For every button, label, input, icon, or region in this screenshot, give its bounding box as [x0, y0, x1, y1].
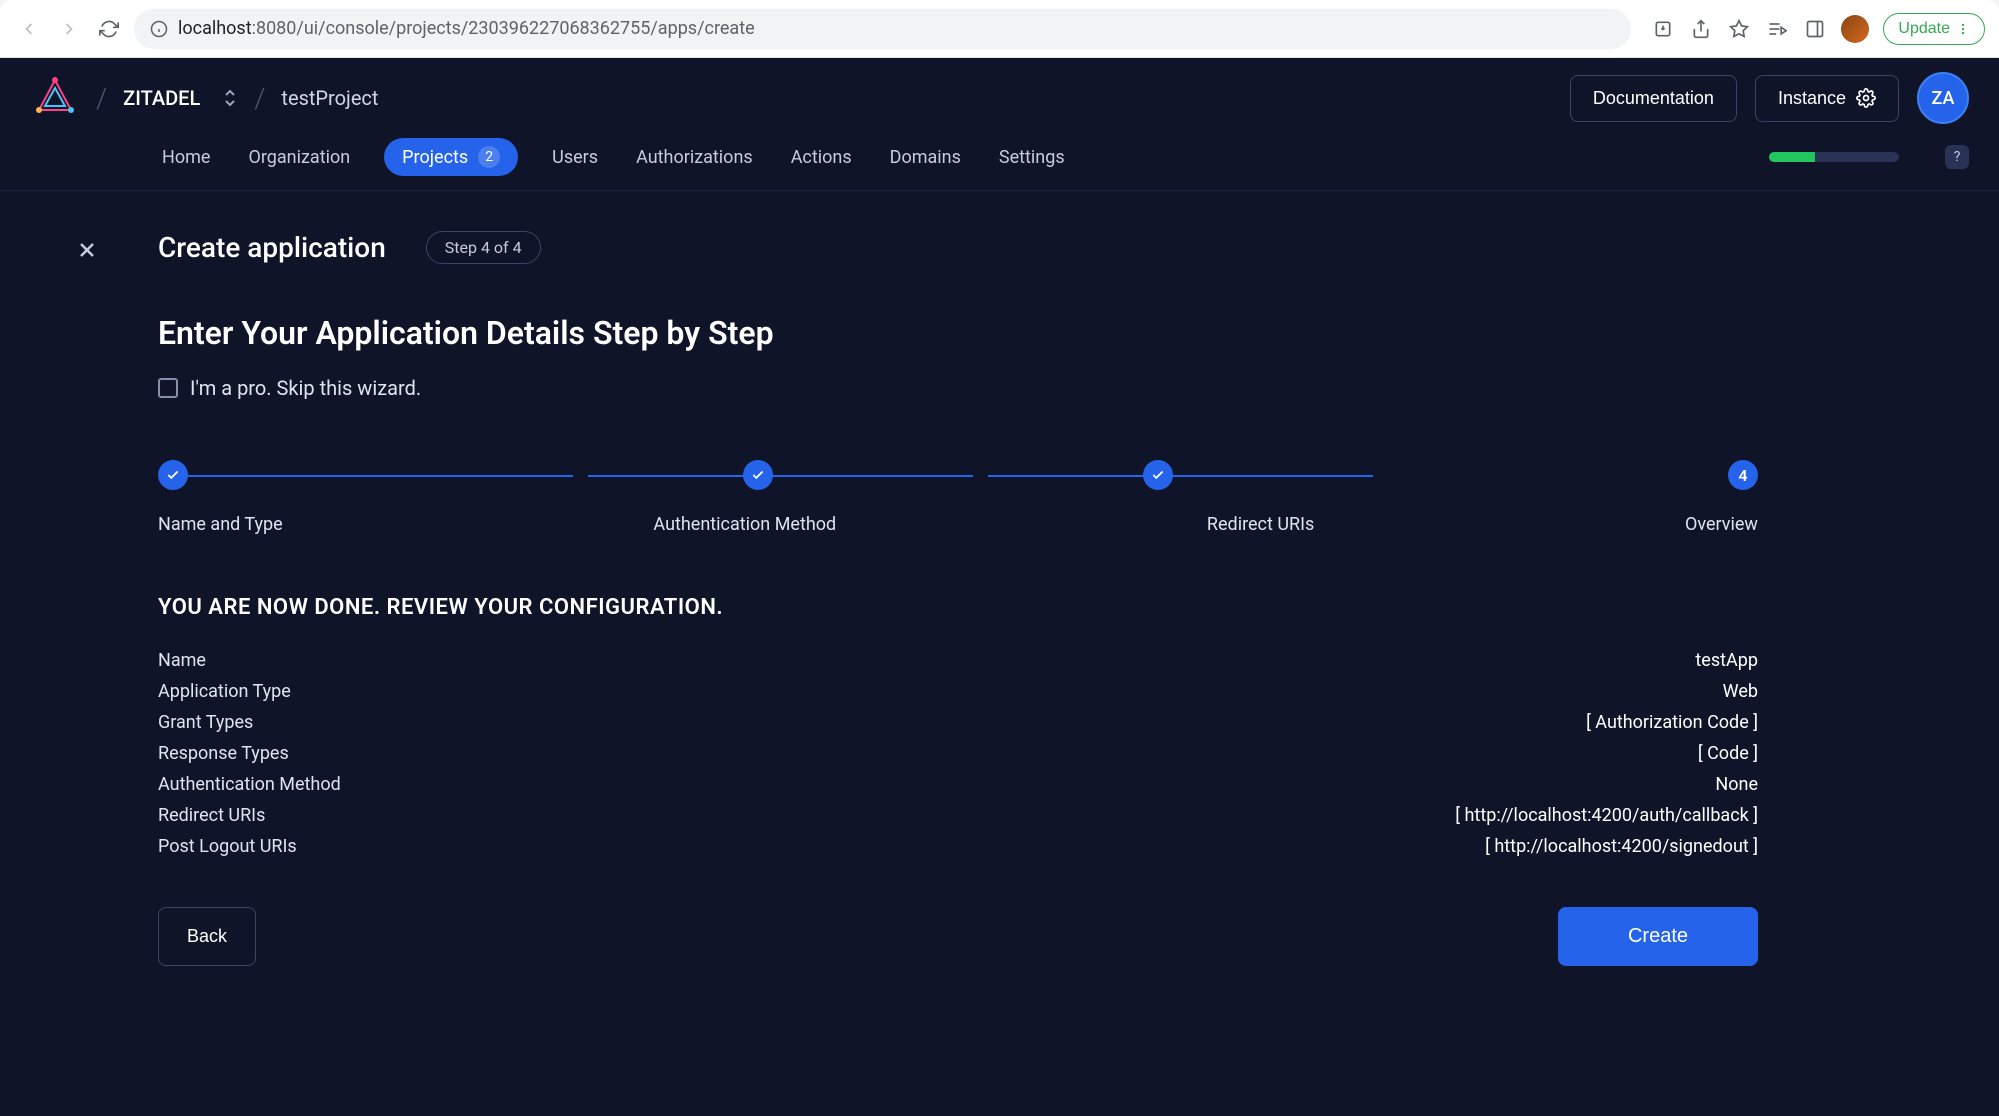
- review-title: YOU ARE NOW DONE. REVIEW YOUR CONFIGURAT…: [158, 595, 1758, 620]
- project-name[interactable]: testProject: [281, 86, 378, 110]
- nav-projects[interactable]: Projects 2: [384, 138, 518, 176]
- nav-users[interactable]: Users: [548, 139, 602, 176]
- instance-button[interactable]: Instance: [1755, 75, 1899, 122]
- info-icon: [150, 20, 168, 38]
- step-check-icon: [158, 460, 188, 490]
- org-name[interactable]: ZITADEL: [123, 86, 200, 110]
- top-bar: / ZITADEL / testProject Documentation In…: [0, 58, 1999, 138]
- nav-domains[interactable]: Domains: [886, 139, 965, 176]
- step-1[interactable]: [158, 460, 558, 490]
- share-icon[interactable]: [1689, 17, 1713, 41]
- step-number: 4: [1728, 460, 1758, 490]
- nav-authorizations[interactable]: Authorizations: [632, 139, 757, 176]
- step-label-4: Overview: [1685, 514, 1758, 535]
- skip-wizard-label: I'm a pro. Skip this wizard.: [190, 376, 421, 400]
- org-selector-icon[interactable]: [222, 88, 238, 108]
- step-3[interactable]: [958, 460, 1358, 490]
- onboarding-progress[interactable]: [1769, 152, 1899, 162]
- step-2[interactable]: [558, 460, 958, 490]
- review-row: Application TypeWeb: [158, 681, 1758, 702]
- install-icon[interactable]: [1651, 17, 1675, 41]
- page-title: Create application: [158, 231, 386, 264]
- user-avatar[interactable]: ZA: [1917, 72, 1969, 124]
- breadcrumb-separator: /: [96, 82, 107, 115]
- review-row: Redirect URIs[ http://localhost:4200/aut…: [158, 805, 1758, 826]
- panel-icon[interactable]: [1803, 17, 1827, 41]
- nav-settings[interactable]: Settings: [995, 139, 1069, 176]
- bookmark-icon[interactable]: [1727, 17, 1751, 41]
- review-list: NametestApp Application TypeWeb Grant Ty…: [158, 650, 1758, 857]
- nav-home[interactable]: Home: [158, 139, 214, 176]
- update-button[interactable]: Update: [1883, 13, 1985, 45]
- browser-toolbar: localhost:8080/ui/console/projects/23039…: [0, 0, 1999, 58]
- playlist-icon[interactable]: [1765, 17, 1789, 41]
- review-row: Response Types[ Code ]: [158, 743, 1758, 764]
- app-container: / ZITADEL / testProject Documentation In…: [0, 58, 1999, 1116]
- profile-avatar[interactable]: [1841, 15, 1869, 43]
- documentation-button[interactable]: Documentation: [1570, 75, 1737, 122]
- url-text: localhost:8080/ui/console/projects/23039…: [178, 18, 755, 39]
- review-row: Post Logout URIs[ http://localhost:4200/…: [158, 836, 1758, 857]
- url-bar[interactable]: localhost:8080/ui/console/projects/23039…: [134, 9, 1631, 49]
- wizard-title: Enter Your Application Details Step by S…: [158, 314, 1758, 352]
- close-icon[interactable]: [72, 235, 102, 265]
- review-row: Authentication MethodNone: [158, 774, 1758, 795]
- review-row: Grant Types[ Authorization Code ]: [158, 712, 1758, 733]
- step-label-2: Authentication Method: [653, 514, 836, 535]
- step-4[interactable]: 4: [1358, 460, 1758, 490]
- nav-actions[interactable]: Actions: [787, 139, 856, 176]
- review-row: NametestApp: [158, 650, 1758, 671]
- back-button[interactable]: Back: [158, 907, 256, 966]
- step-label-1: Name and Type: [158, 514, 283, 535]
- projects-count-badge: 2: [478, 146, 500, 168]
- help-button[interactable]: ?: [1945, 145, 1969, 169]
- breadcrumb: / ZITADEL / testProject: [30, 73, 378, 123]
- step-check-icon: [743, 460, 773, 490]
- nav-tabs: Home Organization Projects 2 Users Autho…: [0, 138, 1999, 191]
- step-badge: Step 4 of 4: [426, 231, 541, 264]
- nav-organization[interactable]: Organization: [244, 139, 354, 176]
- skip-wizard-checkbox[interactable]: [158, 378, 178, 398]
- forward-nav-icon[interactable]: [54, 14, 84, 44]
- zitadel-logo-icon[interactable]: [30, 73, 80, 123]
- gear-icon: [1856, 88, 1876, 108]
- breadcrumb-separator: /: [254, 82, 265, 115]
- more-icon: [1956, 22, 1970, 36]
- stepper: 4: [158, 460, 1758, 490]
- back-nav-icon[interactable]: [14, 14, 44, 44]
- create-button[interactable]: Create: [1558, 907, 1758, 966]
- step-label-3: Redirect URIs: [1207, 514, 1314, 535]
- step-check-icon: [1143, 460, 1173, 490]
- content: Create application Step 4 of 4 Enter You…: [0, 191, 1999, 1006]
- reload-icon[interactable]: [94, 14, 124, 44]
